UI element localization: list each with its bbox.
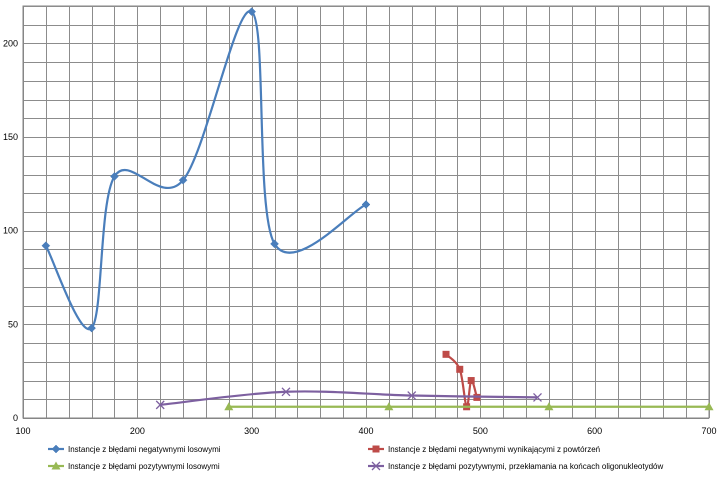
series-layer — [41, 7, 714, 411]
legend-marker — [51, 461, 61, 470]
y-tick-label: 200 — [3, 38, 18, 48]
grid — [22, 5, 710, 419]
series-1 — [41, 7, 371, 333]
data-point — [704, 402, 714, 411]
x-tick-label: 500 — [473, 426, 488, 436]
data-point — [281, 387, 291, 397]
legend-label: Instancje z błędami negatywnymi losowymi — [68, 445, 221, 454]
legend-label: Instancje z błędami pozytywnymi, przekła… — [388, 462, 663, 471]
data-point — [467, 377, 475, 385]
data-point — [456, 365, 464, 373]
axes: 0 50 100 150 200 100 200 300 400 500 600 700 — [3, 6, 717, 436]
data-point — [544, 402, 554, 411]
legend-label: Instancje z błędami pozytywnymi losowymi — [68, 462, 220, 471]
y-tick-label: 50 — [8, 319, 18, 329]
series-line — [160, 390, 538, 406]
y-tick-label: 150 — [3, 132, 18, 142]
data-point — [407, 391, 417, 400]
legend-item-3: Instancje z błędami pozytywnymi losowymi — [48, 461, 220, 471]
data-point — [87, 323, 96, 333]
legend-marker — [372, 445, 380, 453]
data-point — [247, 7, 257, 16]
y-tick-label: 100 — [3, 226, 18, 236]
legend-item-1: Instancje z błędami negatywnymi losowymi — [48, 444, 221, 454]
data-point — [224, 402, 234, 411]
y-tick-label: 0 — [13, 413, 18, 423]
data-point — [442, 350, 450, 358]
x-tick-label: 200 — [130, 426, 145, 436]
data-point — [270, 239, 279, 249]
data-point — [110, 172, 119, 181]
series-4 — [155, 387, 542, 410]
legend-marker — [51, 444, 61, 454]
data-point — [178, 175, 188, 185]
data-point — [155, 400, 165, 410]
series-3 — [224, 402, 714, 411]
data-point — [533, 392, 542, 402]
legend-item-2: Instancje z błędami negatywnymi wynikają… — [368, 445, 600, 454]
legend: Instancje z błędami negatywnymi losowymi… — [48, 444, 663, 471]
x-tick-label: 700 — [701, 426, 716, 436]
x-tick-label: 300 — [244, 426, 259, 436]
legend-marker — [371, 461, 381, 471]
x-tick-label: 400 — [358, 426, 373, 436]
x-tick-label: 100 — [15, 426, 30, 436]
data-point — [41, 241, 51, 251]
x-tick-label: 600 — [587, 426, 602, 436]
legend-label: Instancje z błędami negatywnymi wynikają… — [388, 445, 600, 454]
data-point — [384, 402, 394, 411]
legend-item-4: Instancje z błędami pozytywnymi, przekła… — [368, 461, 663, 471]
data-point — [361, 200, 371, 209]
